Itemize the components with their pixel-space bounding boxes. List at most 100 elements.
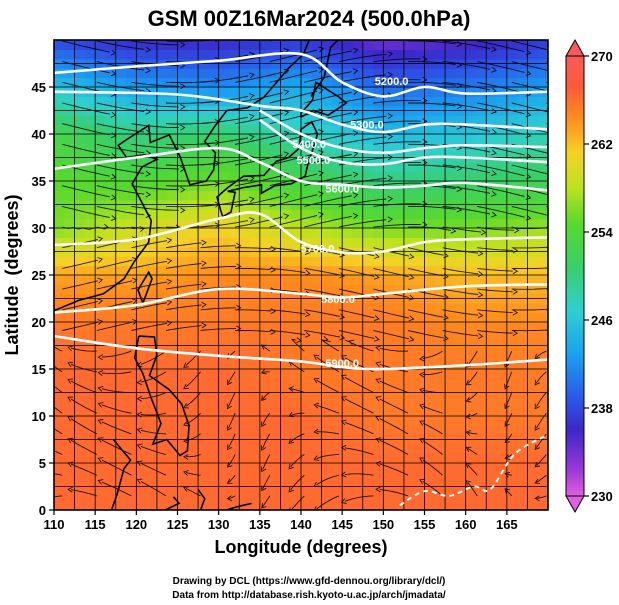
streamline: [228, 495, 236, 500]
heat-cell: [54, 134, 65, 144]
heat-cell: [414, 359, 426, 370]
heat-cell: [280, 143, 292, 154]
streamline-arrow: [227, 379, 233, 386]
streamline: [200, 199, 249, 207]
heat-cell: [537, 397, 548, 408]
heat-cell: [280, 275, 292, 285]
heat-cell: [424, 322, 436, 332]
heat-cell: [527, 77, 539, 88]
heat-cell: [74, 331, 86, 342]
heat-cell: [496, 322, 508, 332]
heat-cell: [486, 322, 498, 332]
heat-cell: [64, 284, 76, 295]
heat-cell: [54, 444, 65, 455]
heat-cell: [136, 303, 148, 314]
heat-cell: [167, 265, 179, 276]
heat-cell: [177, 491, 189, 502]
heat-cell: [362, 350, 374, 361]
x-tick-label: 150: [372, 517, 394, 532]
heat-cell: [187, 312, 199, 323]
heat-cell: [373, 190, 384, 201]
streamline: [101, 481, 132, 497]
streamline-arrow: [491, 108, 497, 115]
heat-cell: [445, 190, 456, 201]
streamline: [101, 421, 132, 435]
heat-cell: [126, 378, 137, 389]
streamline-arrow: [504, 383, 510, 390]
streamline: [131, 164, 179, 170]
heat-cell: [455, 463, 467, 473]
streamline: [290, 454, 305, 468]
heat-cell: [465, 416, 477, 426]
contour-dashed: [399, 433, 548, 507]
streamline: [228, 474, 236, 483]
heat-cell: [393, 87, 405, 97]
heat-cell: [301, 209, 312, 220]
heat-cell: [126, 115, 137, 126]
heat-cell: [239, 444, 251, 455]
heat-cell: [424, 218, 436, 229]
heat-cell: [290, 40, 302, 50]
streamline-arrow: [166, 237, 173, 244]
y-tick-label: 20: [32, 315, 46, 330]
heat-cell: [218, 181, 230, 191]
streamline: [535, 371, 547, 384]
streamline-arrow: [261, 395, 267, 402]
heat-cell: [496, 303, 508, 314]
heat-cell: [373, 265, 384, 276]
heat-cell: [362, 143, 374, 154]
heat-cell: [218, 49, 230, 60]
heat-cell: [177, 96, 189, 107]
streamline-arrow: [97, 257, 104, 263]
heat-cell: [228, 350, 240, 361]
heat-cell: [187, 124, 199, 135]
heat-cell: [290, 322, 302, 332]
heat-cell: [290, 77, 302, 88]
heat-cell: [74, 397, 86, 408]
heat-cell: [321, 181, 333, 191]
heat-cell: [403, 369, 415, 379]
heat-cell: [156, 209, 168, 220]
streamline: [442, 247, 479, 254]
heat-cell: [218, 87, 230, 97]
heat-cell: [228, 162, 240, 173]
streamline: [373, 120, 421, 125]
heat-cell: [95, 416, 107, 426]
heat-cell: [167, 369, 179, 379]
heat-cell: [208, 322, 220, 332]
heat-cell: [115, 369, 127, 379]
heat-cell: [393, 209, 405, 220]
heat-cell: [537, 491, 548, 502]
heat-cell: [249, 350, 261, 361]
streamline-arrow: [43, 397, 48, 402]
heat-cell: [362, 96, 374, 107]
streamline: [511, 102, 548, 113]
heat-cell: [424, 312, 436, 323]
heat-cell: [496, 96, 508, 107]
heat-cell: [517, 312, 529, 323]
heat-cell: [434, 397, 446, 408]
streamline-arrow: [595, 132, 600, 137]
coastlines: [54, 40, 348, 510]
heat-cell: [95, 397, 107, 408]
heat-cell: [342, 284, 354, 295]
heat-cell: [517, 397, 529, 408]
heat-cell: [187, 331, 199, 342]
heat-cell: [445, 500, 456, 510]
heat-cell: [270, 87, 282, 97]
streamline-arrow: [288, 438, 295, 444]
heat-cell: [362, 500, 374, 510]
heat-cell: [84, 331, 96, 342]
heat-cell: [403, 378, 415, 389]
streamline-arrow: [477, 291, 484, 298]
heat-cell: [311, 124, 323, 135]
streamline: [269, 173, 318, 187]
heat-cell: [167, 49, 179, 60]
heat-cell: [486, 397, 498, 408]
heat-cell: [352, 265, 364, 276]
heat-cell: [352, 453, 364, 464]
heat-cell: [301, 256, 312, 267]
streamline: [269, 132, 318, 145]
heat-cell: [105, 218, 117, 229]
